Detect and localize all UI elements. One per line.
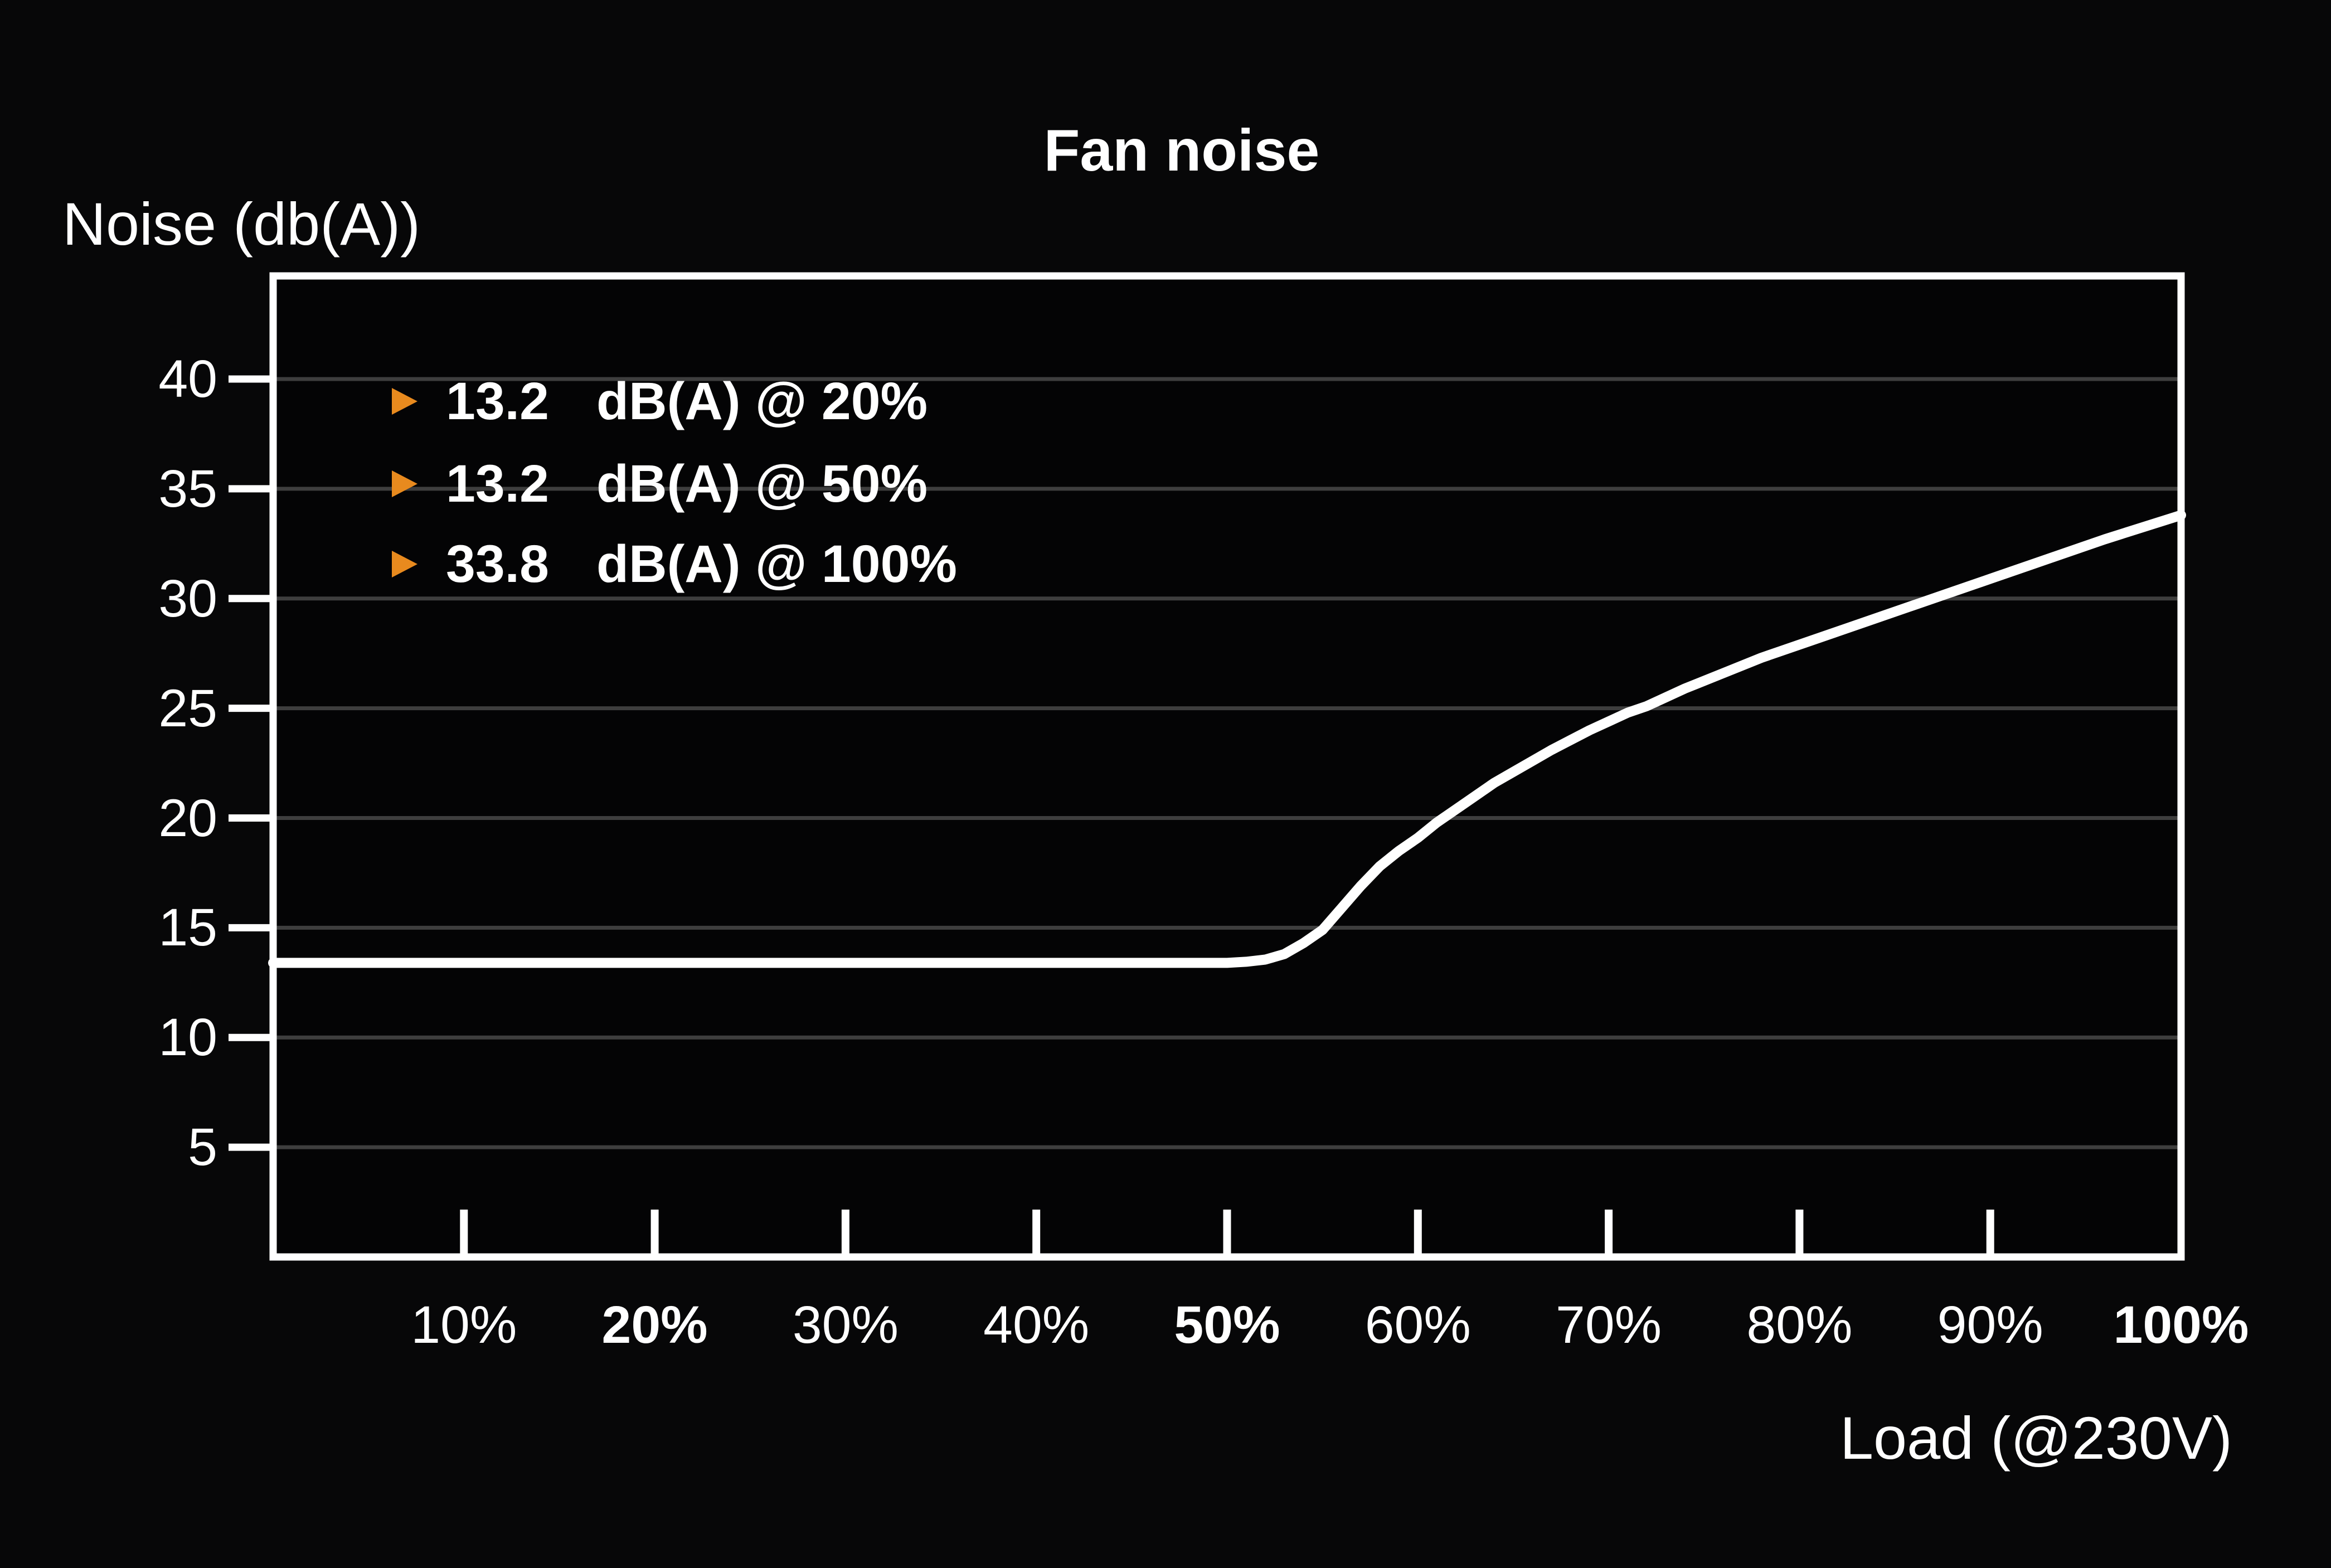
legend-value: 33.8 — [446, 535, 549, 594]
y-axis-label: Noise (db(A)) — [62, 190, 421, 258]
x-tick-label-10%: 10% — [411, 1295, 517, 1355]
y-tick-label-35: 35 — [158, 459, 217, 518]
plot-background — [273, 276, 2181, 1257]
noise-curve-group — [268, 510, 2186, 968]
x-tick-label-70%: 70% — [1556, 1295, 1662, 1355]
noise-curve — [268, 510, 2186, 968]
y-tick-label-40: 40 — [158, 349, 217, 409]
plot-border-group — [269, 272, 2185, 1261]
triangle-right-icon — [392, 388, 417, 415]
legend-value: 13.2 — [446, 454, 549, 513]
legend-label: dB(A) @ 50% — [596, 454, 928, 513]
y-tick-label-25: 25 — [158, 678, 217, 738]
legend-label: dB(A) @ 20% — [596, 372, 928, 431]
x-tick-label-100%: 100% — [2113, 1295, 2249, 1355]
x-tick-label-40%: 40% — [983, 1295, 1090, 1355]
y-tick-label-20: 20 — [158, 788, 217, 848]
y-tick-label-5: 5 — [188, 1118, 217, 1177]
x-tick-label-60%: 60% — [1364, 1295, 1471, 1355]
chart-title: Fan noise — [1043, 118, 1320, 183]
y-tick-label-10: 10 — [158, 1008, 217, 1067]
plot-border — [269, 272, 2185, 1261]
legend-label: dB(A) @ 100% — [596, 535, 957, 594]
triangle-right-icon — [392, 551, 417, 577]
gridlines — [273, 377, 2181, 1149]
y-tick-label-30: 30 — [158, 569, 217, 628]
plot-area — [273, 276, 2181, 1257]
x-tick-label-30%: 30% — [792, 1295, 899, 1355]
triangle-right-icon — [392, 470, 417, 497]
x-tick-label-80%: 80% — [1746, 1295, 1853, 1355]
x-tick-label-50%: 50% — [1174, 1295, 1280, 1355]
x-tick-label-20%: 20% — [601, 1295, 708, 1355]
x-axis-label: Load (@230V) — [1839, 1404, 2232, 1472]
axis-ticks — [229, 375, 1994, 1255]
x-tick-label-90%: 90% — [1937, 1295, 2043, 1355]
legend-value: 13.2 — [446, 372, 549, 431]
y-tick-label-15: 15 — [158, 898, 217, 958]
